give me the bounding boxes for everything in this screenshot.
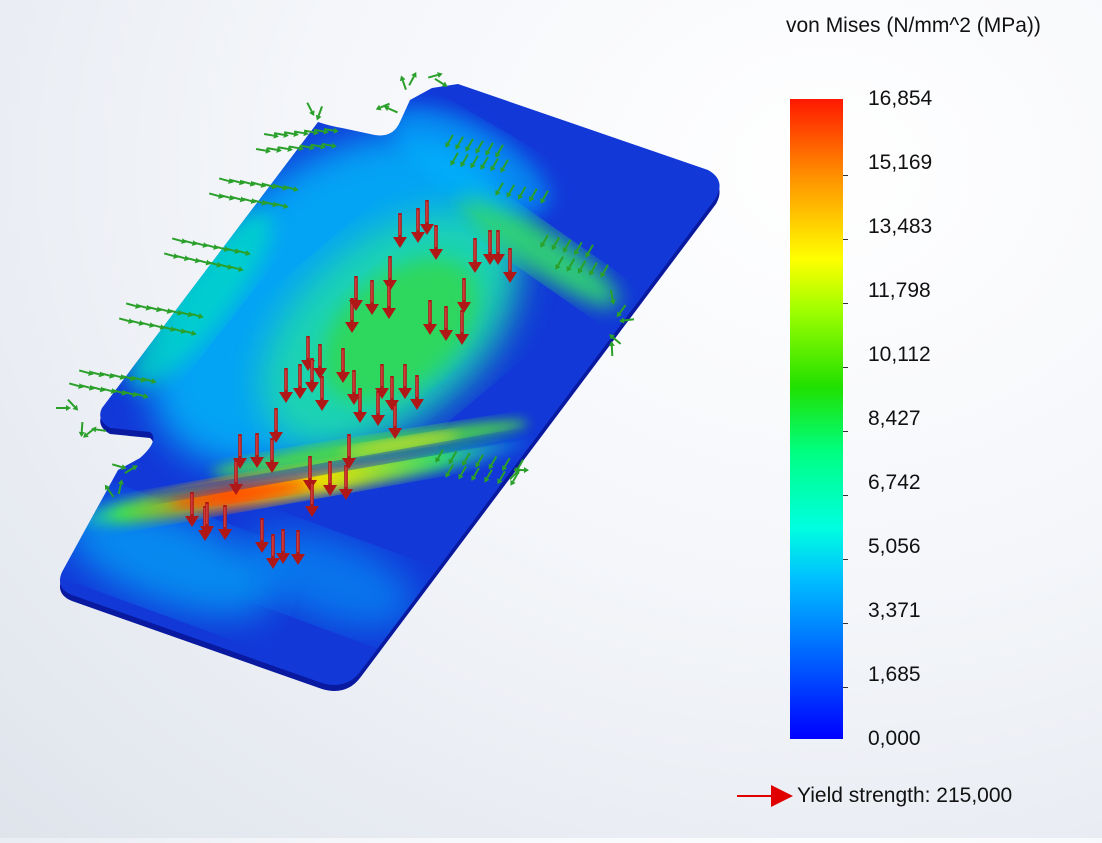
legend-tick-mark [843,239,848,240]
legend-tick-mark [843,687,848,688]
fixture-arrow-icon [305,101,317,117]
legend-tick-label: 15,169 [868,152,932,173]
legend-tick-mark [843,367,848,368]
legend-tick-mark [843,559,848,560]
fixture-arrow-icon [407,71,419,87]
fixture-arrow-icon [278,144,294,153]
legend-tick-label: 10,112 [868,344,931,365]
red-arrow-icon [737,782,793,810]
legend-title: von Mises (N/mm^2 (MPa)) [786,14,1041,38]
legend-tick-label: 6,742 [868,472,921,493]
legend-tick-mark [843,623,848,624]
fixture-arrow-icon [256,146,272,155]
legend-tick-label: 0,000 [868,728,921,749]
fixture-arrow-icon [267,145,283,154]
legend-tick-label: 3,371 [868,600,921,621]
legend-tick-mark [843,303,848,304]
legend-tick-label: 16,854 [868,88,932,109]
legend-tick-label: 8,427 [868,408,921,429]
legend-tick-mark [843,431,848,432]
legend-tick-label: 13,483 [868,216,932,237]
legend-tick-label: 1,685 [868,664,921,685]
yield-strength-label: Yield strength: 215,000 [797,784,1012,808]
legend-tick-label: 5,056 [868,536,921,557]
fixture-arrow-icon [56,405,71,411]
legend-tick-mark [843,175,848,176]
fixture-arrow-icon [398,75,409,91]
fixture-arrow-icon [264,131,280,140]
legend-tick-label: 11,798 [868,280,931,301]
stress-color-scale [790,99,843,739]
yield-strength-indicator: Yield strength: 215,000 [737,782,1012,810]
fixture-arrow-icon [66,398,81,413]
fixture-arrow-icon [314,105,325,121]
legend-tick-mark [843,495,848,496]
